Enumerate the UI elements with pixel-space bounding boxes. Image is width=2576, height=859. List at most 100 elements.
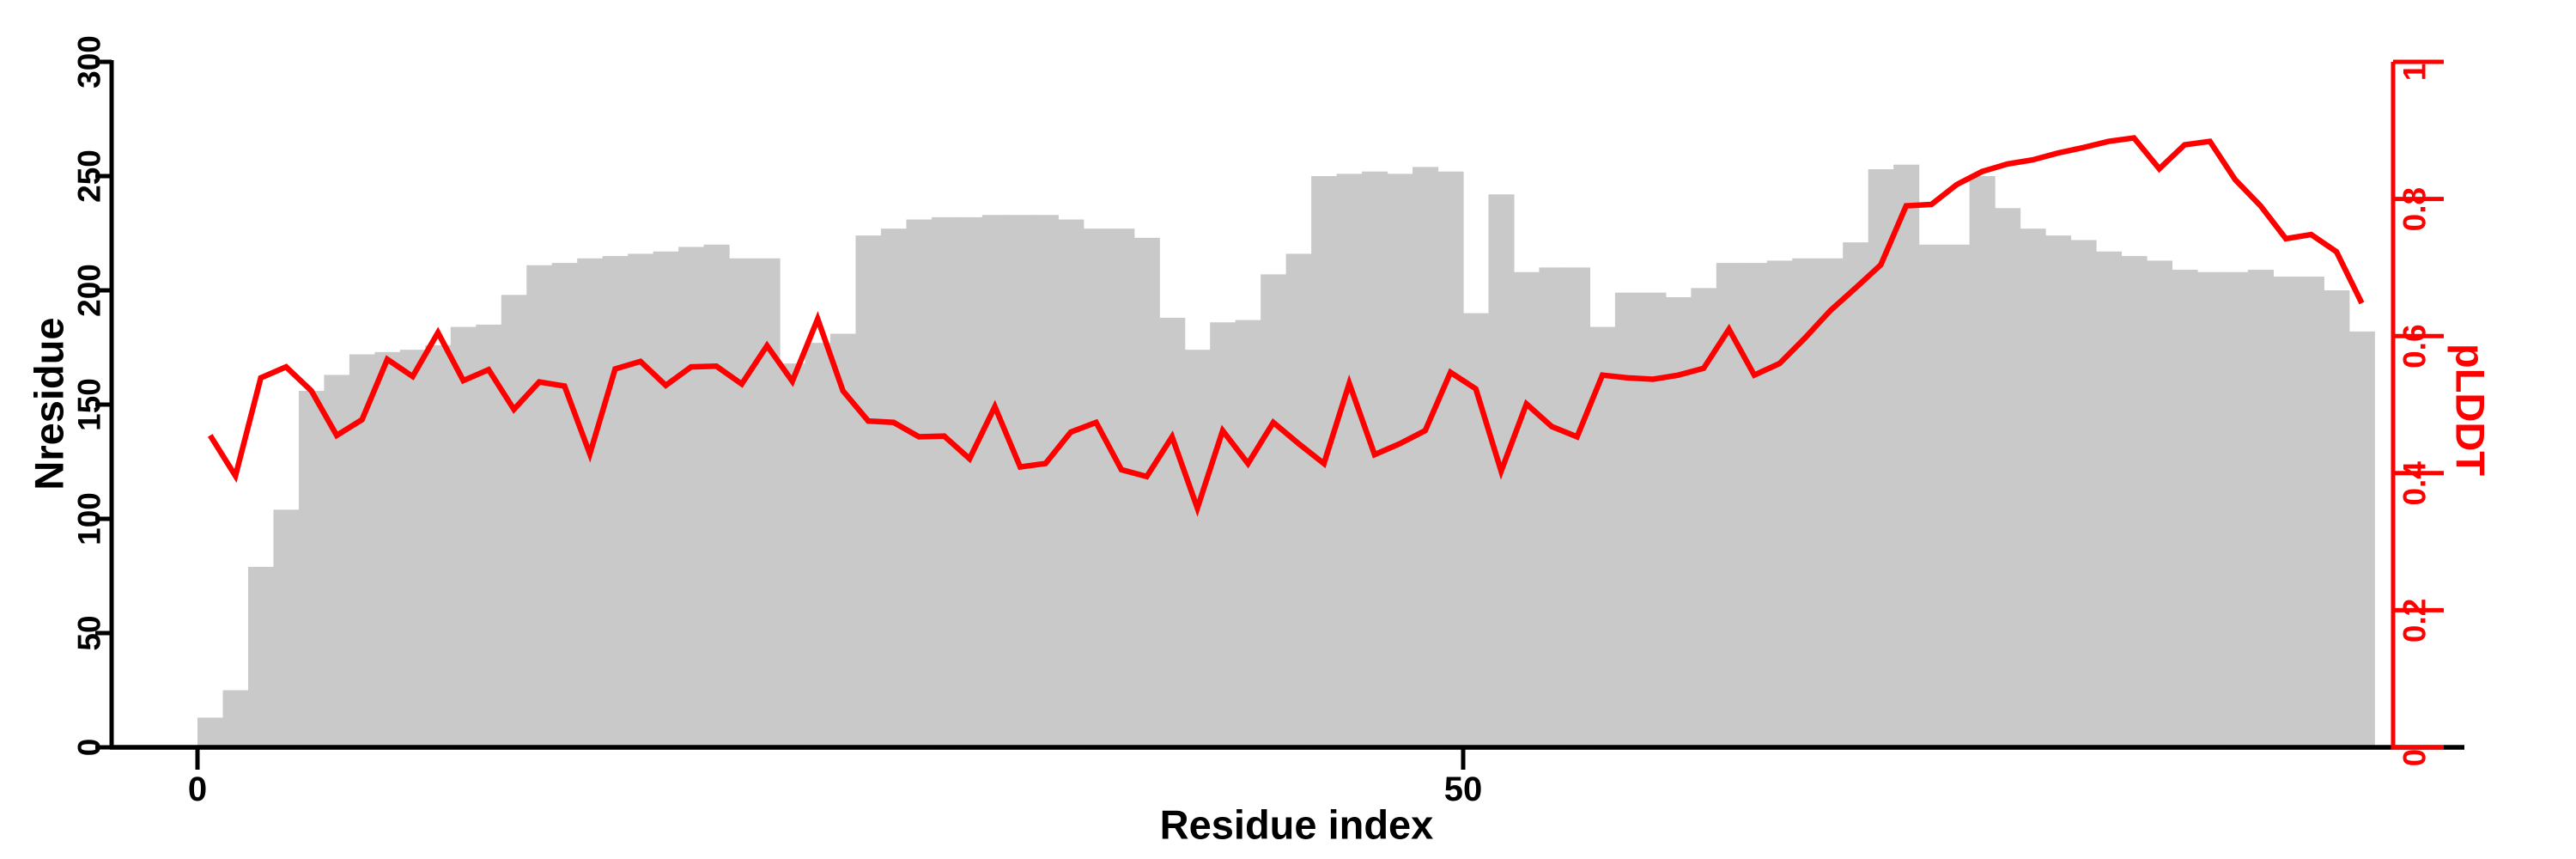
nresidue-bar — [1969, 176, 1996, 747]
nresidue-bar — [399, 350, 426, 747]
nresidue-bar — [476, 324, 502, 747]
nresidue-bar — [1944, 244, 1971, 747]
nresidue-bar — [1285, 253, 1312, 747]
nresidue-bar — [1058, 219, 1084, 748]
nresidue-bar — [2298, 277, 2324, 747]
nresidue-bar — [703, 244, 730, 747]
nresidue-bar — [957, 216, 983, 747]
nresidue-bar — [1893, 164, 1920, 747]
nresidue-bar — [754, 258, 781, 747]
nresidue-bar — [374, 351, 401, 747]
nresidue-bar — [1007, 215, 1034, 748]
nresidue-bar — [1716, 263, 1742, 748]
nresidue-bar — [830, 333, 857, 747]
nresidue-bar — [1210, 322, 1236, 747]
y-right-tick-label: 0.8 — [2397, 187, 2433, 231]
y-right-axis-title: pLDDT — [2448, 344, 2494, 476]
nresidue-bar — [729, 258, 756, 747]
nresidue-bar — [1766, 260, 1793, 747]
nresidue-bar — [1463, 313, 1490, 747]
nresidue-bar — [551, 263, 578, 748]
nresidue-bar — [1362, 171, 1388, 747]
y-left-axis-title: Nresidue — [27, 317, 72, 490]
nresidue-bar — [2121, 256, 2148, 748]
nresidue-bar — [2324, 290, 2350, 747]
y-right-tick-label: 0.2 — [2397, 599, 2433, 643]
nresidue-bar — [2273, 277, 2300, 747]
nresidue-bar — [855, 235, 882, 747]
plddt-line — [207, 135, 2365, 517]
nresidue-bar — [1614, 292, 1641, 747]
nresidue-bar — [577, 258, 604, 747]
nresidue-bar — [1995, 208, 2021, 748]
nresidue-bar — [1640, 292, 1667, 747]
nresidue-bars-layer — [197, 164, 2375, 748]
nresidue-bar — [1387, 174, 1413, 748]
nresidue-bar — [273, 509, 300, 747]
nresidue-bar — [1741, 263, 1768, 748]
plddt-line-layer — [207, 135, 2365, 517]
nresidue-bar — [805, 343, 831, 747]
nresidue-bar — [222, 690, 249, 747]
y-right-tick-label: 0.4 — [2397, 461, 2433, 506]
nresidue-bar — [1109, 228, 1135, 747]
nresidue-bar — [1513, 271, 1540, 748]
nresidue-bar — [2020, 228, 2046, 747]
nresidue-bar — [1184, 350, 1211, 747]
nresidue-bar — [628, 253, 654, 747]
nresidue-bar — [2348, 331, 2375, 747]
nresidue-bar — [931, 216, 957, 747]
y-left-tick-label: 100 — [72, 492, 107, 545]
y-left-tick-label: 200 — [72, 264, 107, 317]
nresidue-bar — [2070, 240, 2097, 748]
nresidue-bar — [780, 363, 806, 747]
nresidue-bar — [906, 219, 933, 748]
y-right-tick-label: 0 — [2397, 749, 2433, 767]
y-left-tick-label: 300 — [72, 35, 107, 88]
nresidue-bar — [1817, 258, 1844, 747]
nresidue-bar — [602, 256, 629, 748]
y-left-tick-label: 250 — [72, 149, 107, 203]
nresidue-bar — [1437, 171, 1464, 747]
nresidue-bar — [1032, 215, 1059, 748]
nresidue-bar — [298, 391, 325, 747]
nresidue-bar — [1083, 228, 1109, 747]
nresidue-bar — [678, 247, 705, 748]
nresidue-bar — [501, 295, 527, 747]
nresidue-bar — [1133, 237, 1160, 747]
nresidue-bar — [2196, 271, 2223, 748]
nresidue-bar — [2146, 260, 2173, 747]
nresidue-bar — [1261, 274, 1287, 747]
nresidue-bar — [2247, 270, 2274, 747]
nresidue-bar — [981, 215, 1008, 748]
nresidue-bar — [526, 265, 553, 747]
nresidue-bar — [450, 326, 477, 747]
nresidue-bar — [2172, 270, 2198, 747]
nresidue-bar — [2096, 251, 2123, 747]
x-tick-label: 0 — [188, 771, 207, 808]
nresidue-bar — [247, 566, 275, 747]
nresidue-bar — [1159, 317, 1186, 747]
nresidue-bar — [1564, 267, 1590, 747]
nresidue-bar — [880, 228, 908, 747]
y-left-tick-label: 50 — [72, 615, 107, 650]
y-right-tick-label: 0.6 — [2397, 324, 2433, 368]
nresidue-bar — [1413, 167, 1439, 748]
axes-layer: 0 50 100 150 200 250 300 0 0.2 0.4 0.6 0.8 1 0 50 — [72, 35, 2464, 808]
nresidue-bar — [1868, 169, 1894, 747]
y-left-tick-label: 0 — [72, 739, 107, 757]
nresidue-bar — [1539, 267, 1565, 747]
nresidue-bar — [1843, 242, 1869, 747]
nresidue-bar — [2222, 271, 2249, 748]
nresidue-bar — [653, 251, 679, 747]
nresidue-bar — [1235, 320, 1261, 747]
nresidue-bar — [425, 344, 452, 747]
nresidue-bar — [1918, 244, 1945, 747]
y-left-tick-label: 150 — [72, 378, 107, 431]
nresidue-bar — [1665, 296, 1692, 748]
x-axis-title: Residue index — [1160, 802, 1434, 848]
nresidue-bar — [197, 717, 224, 747]
nresidue-bar — [1336, 174, 1363, 748]
